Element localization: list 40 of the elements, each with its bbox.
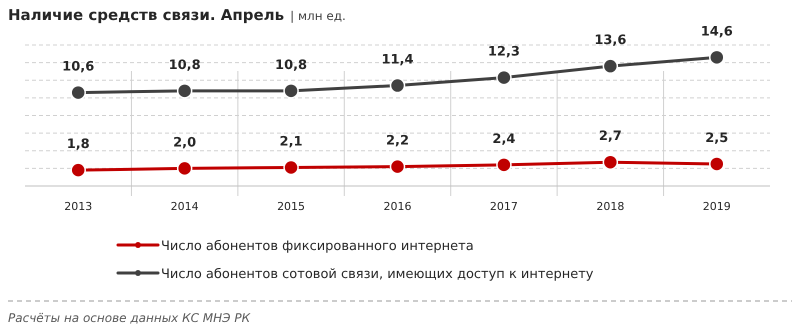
chart-subtitle: | млн ед. bbox=[290, 9, 346, 23]
data-label: 12,3 bbox=[488, 44, 520, 60]
point bbox=[602, 154, 618, 170]
data-label: 10,6 bbox=[62, 60, 94, 75]
x-tick-label: 2019 bbox=[702, 200, 731, 213]
point bbox=[176, 83, 192, 99]
data-label: 14,6 bbox=[700, 24, 733, 40]
point bbox=[390, 158, 406, 174]
data-label: 1,8 bbox=[66, 137, 90, 152]
x-tick-label: 2015 bbox=[277, 200, 306, 213]
text: Расчёты на основе данных КС МНЭ РК bbox=[8, 311, 251, 325]
data-label: 10,8 bbox=[275, 58, 308, 73]
point bbox=[602, 58, 618, 74]
data-label: 2,5 bbox=[705, 130, 728, 146]
point bbox=[70, 84, 86, 100]
x-tick-label: 2018 bbox=[596, 200, 624, 213]
x-tick-label: 2013 bbox=[64, 200, 92, 213]
legend-label: Число абонентов сотовой связи, имеющих доступ к интернету bbox=[161, 267, 594, 282]
point bbox=[496, 157, 512, 173]
x-tick-label: 2016 bbox=[384, 200, 412, 213]
x-tick-label: 2017 bbox=[490, 200, 518, 213]
point bbox=[283, 160, 299, 176]
data-label: 13,6 bbox=[594, 33, 626, 48]
point bbox=[390, 78, 406, 94]
data-label: 2,0 bbox=[173, 135, 196, 150]
data-label: 2,1 bbox=[280, 134, 303, 150]
data-label: 2,4 bbox=[492, 132, 516, 147]
x-tick-label: 2014 bbox=[170, 200, 199, 213]
data-label: 11,4 bbox=[381, 52, 414, 68]
data-label: 2,2 bbox=[386, 134, 410, 149]
point bbox=[709, 50, 725, 66]
point bbox=[496, 70, 512, 86]
data-label: 10,8 bbox=[168, 58, 201, 73]
point bbox=[176, 160, 192, 176]
data-label: 2,7 bbox=[598, 129, 622, 144]
point bbox=[709, 156, 725, 172]
point bbox=[70, 162, 86, 178]
point bbox=[283, 83, 299, 99]
chart-title: Наличие средств связи. Апрель bbox=[8, 6, 284, 24]
legend-label: Число абонентов фиксированного интернета bbox=[161, 239, 474, 254]
